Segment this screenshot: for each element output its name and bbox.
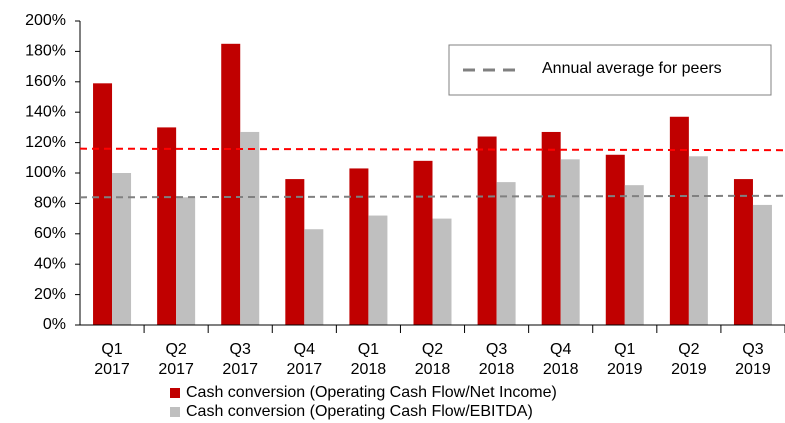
y-tick-label: 160% [25,73,66,90]
bar [157,127,177,326]
x-tick-label: Q3 [486,341,507,358]
bar [624,185,644,325]
y-tick-label: 180% [25,43,66,60]
bar [240,131,260,325]
bar [93,83,113,325]
x-tick-label: 2019 [607,361,643,378]
x-tick-label: 2018 [543,361,579,378]
bar [285,179,305,325]
x-tick-label: 2018 [479,361,515,378]
x-tick-label: 2017 [158,361,194,378]
bar [176,197,196,325]
y-tick-label: 20% [34,286,66,303]
y-tick-label: 100% [25,164,66,181]
bar [304,229,324,325]
bar [112,173,132,325]
bar [477,136,497,325]
x-tick-label: 2018 [351,361,387,378]
x-tick-label: Q2 [422,341,443,358]
y-tick-label: 60% [34,225,66,242]
legend-swatch [170,388,180,398]
x-tick-label: Q2 [165,341,186,358]
x-tick-label: Q4 [294,341,315,358]
legend-label: Annual average for peers [542,60,722,77]
x-tick-label: Q1 [101,341,122,358]
legend-box [448,44,772,96]
x-tick-label: Q3 [230,341,251,358]
bar [368,215,388,325]
y-tick-label: 140% [25,103,66,120]
x-tick-label: 2017 [222,361,258,378]
bar [221,43,241,326]
x-tick-label: Q3 [742,341,763,358]
x-tick-label: Q4 [550,341,571,358]
reference-line [79,194,785,199]
bar [669,116,689,325]
y-tick-label: 200% [25,12,66,29]
x-tick-label: 2017 [287,361,323,378]
y-tick-label: 0% [43,316,66,333]
bar [688,156,708,325]
reference-line [79,147,785,152]
y-tick-label: 40% [34,255,66,272]
x-tick-label: 2019 [671,361,707,378]
bar [733,179,753,325]
legend-label: Cash conversion (Operating Cash Flow/Net… [186,384,557,401]
bar [413,160,433,325]
legend-label: Cash conversion (Operating Cash Flow/EBI… [186,403,533,420]
bar [560,159,580,325]
x-tick-label: 2017 [94,361,130,378]
bar [349,168,369,325]
y-tick-label: 80% [34,195,66,212]
x-tick-label: 2018 [415,361,451,378]
bar [752,204,772,325]
x-tick-label: 2019 [735,361,771,378]
y-tick-label: 120% [25,134,66,151]
x-tick-label: Q2 [678,341,699,358]
bar [605,154,625,325]
x-tick-label: Q1 [358,341,379,358]
bar [541,131,561,325]
bar [496,182,516,325]
legend-swatch [170,407,180,417]
x-tick-label: Q1 [614,341,635,358]
bar [432,218,452,325]
